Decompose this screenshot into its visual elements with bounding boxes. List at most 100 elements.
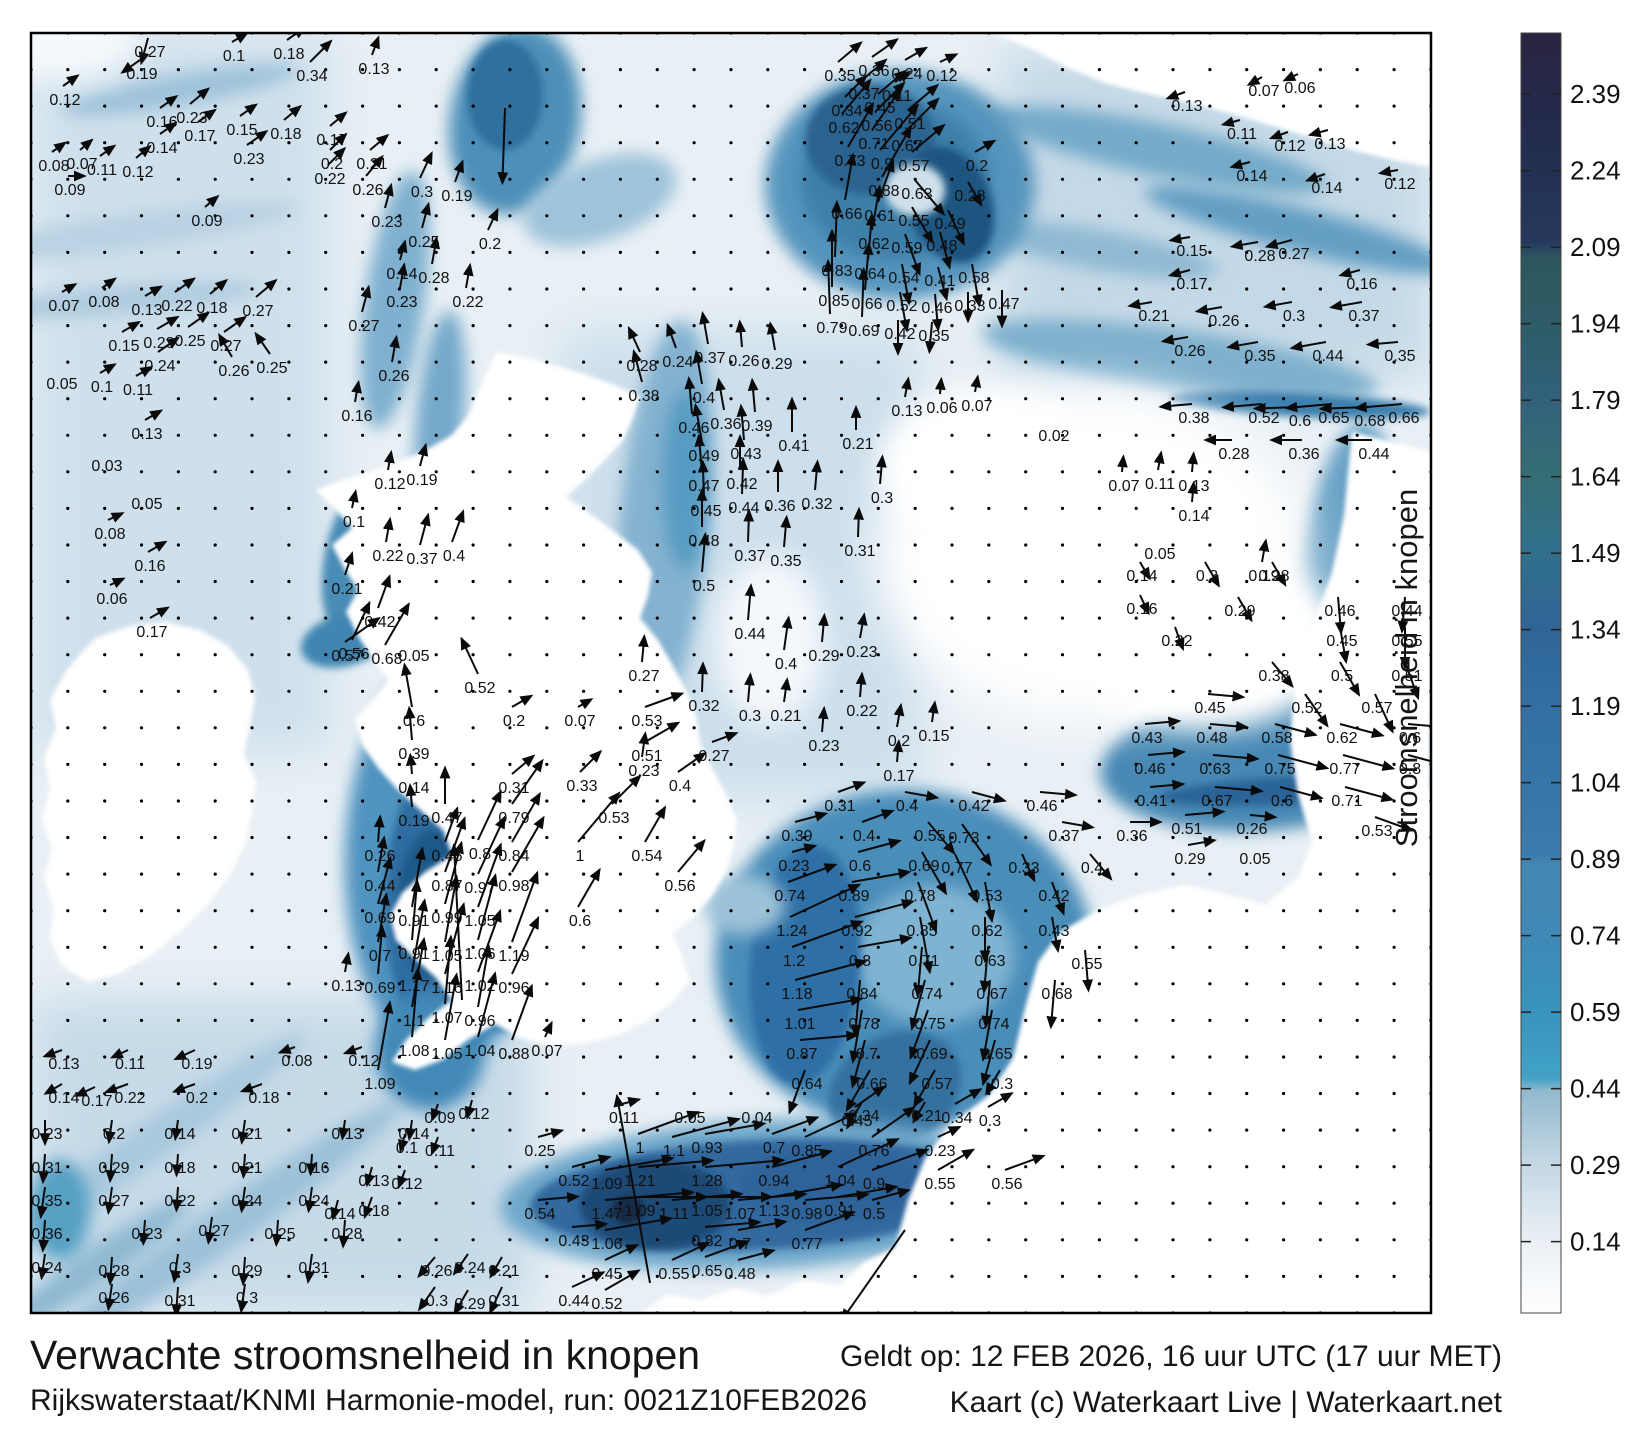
grid-dot [839,68,844,72]
grid-dot [1355,324,1359,328]
speed-label: 0.24 [231,1193,262,1210]
grid-dot [766,579,770,584]
grid-dot [618,543,623,547]
speed-label: 0.4 [853,828,875,845]
grid-dot [1392,616,1396,620]
grid-dot [766,250,770,254]
grid-dot [803,543,807,547]
grid-dot [1208,68,1212,72]
grid-dot [213,1055,217,1059]
current-arrow [637,633,649,663]
grid-dot [434,799,438,803]
grid-dot [287,1128,291,1132]
speed-label: 0.2 [479,236,501,253]
grid-dot [1282,397,1286,401]
grid-dot [545,1165,549,1169]
grid-dot [655,945,659,949]
current-arrow [970,374,982,393]
grid-dot [103,214,107,218]
speed-label: 0.69 [848,323,879,340]
speed-label: 0.03 [91,458,122,475]
speed-label: 0.14 [324,1206,355,1223]
current-arrow [692,349,704,385]
grid-dot [434,909,438,913]
grid-dot [692,1091,696,1096]
grid-dot [66,324,70,328]
grid-dot [729,689,733,693]
grid-dot [876,653,880,657]
speed-label: 0.49 [688,448,719,465]
speed-label: 1.24 [776,923,807,940]
grid-dot [1245,1274,1249,1278]
current-arrow [861,809,895,823]
grid-dot [655,982,659,986]
grid-dot [1355,1128,1359,1132]
speed-label: 0.54 [631,848,662,865]
speed-label: 0.93 [691,1140,722,1157]
speed-label: 0.25 [264,1226,295,1243]
grid-dot [1282,141,1286,145]
grid-dot [287,1201,291,1205]
current-arrow [105,1119,116,1145]
grid-dot [139,1055,144,1059]
grid-dot [1245,543,1249,547]
grid-dot [803,1018,807,1023]
grid-dot [1208,324,1212,328]
current-arrow [627,325,641,353]
grid-dot [213,726,217,730]
current-arrow [329,111,348,127]
speed-label: 0.16 [1346,276,1377,293]
speed-label: 0.18 [273,46,304,63]
grid-dot [545,1201,549,1205]
current-arrow [980,1039,996,1087]
grid-dot [987,1165,991,1169]
grid-dot [1171,1201,1175,1205]
grid-dot [434,287,438,291]
current-arrow [109,577,126,589]
speed-label: 0.55 [914,828,945,845]
current-arrow [104,1283,116,1312]
current-arrow [954,1088,983,1105]
grid-dot [618,177,623,181]
grid-dot [876,506,880,510]
grid-dot [1392,177,1396,181]
current-arrow [1212,752,1260,764]
grid-dot [213,1091,217,1096]
current-arrow [173,1049,196,1061]
colorbar-tick-label: 0.74 [1570,921,1621,951]
current-arrow [101,277,117,290]
grid-dot [471,543,475,547]
grid-dot [582,1091,586,1096]
grid-dot [324,177,328,181]
speed-label: 0.3 [991,1076,1013,1093]
grid-dot [176,982,180,986]
grid-dot [766,1274,770,1278]
grid-dot [766,397,770,401]
grid-dot [508,1128,512,1132]
grid-dot [1134,1055,1138,1059]
current-arrow [231,33,249,44]
current-arrow [1338,626,1350,665]
grid-dot [766,543,770,547]
speed-label: 0.14 [1126,568,1157,585]
grid-dot [582,616,586,620]
grid-dot [582,141,586,145]
speed-label: 0.62 [858,236,889,253]
grid-dot [1355,1091,1359,1096]
current-arrow [1167,267,1191,278]
grid-dot [655,543,659,547]
current-arrow [1407,723,1431,728]
grid-dot [103,799,107,803]
grid-dot [324,1274,328,1278]
grid-dot [618,799,623,803]
speed-label: 0.21 [842,436,873,453]
current-arrow [904,46,929,61]
grid-dot [655,726,659,730]
grid-dot [582,909,586,913]
grid-dot [618,1128,623,1132]
grid-dot [250,653,254,657]
grid-dot [103,945,107,949]
grid-dot [139,726,144,730]
grid-dot [287,141,291,145]
speed-label: 0.56 [861,118,892,135]
